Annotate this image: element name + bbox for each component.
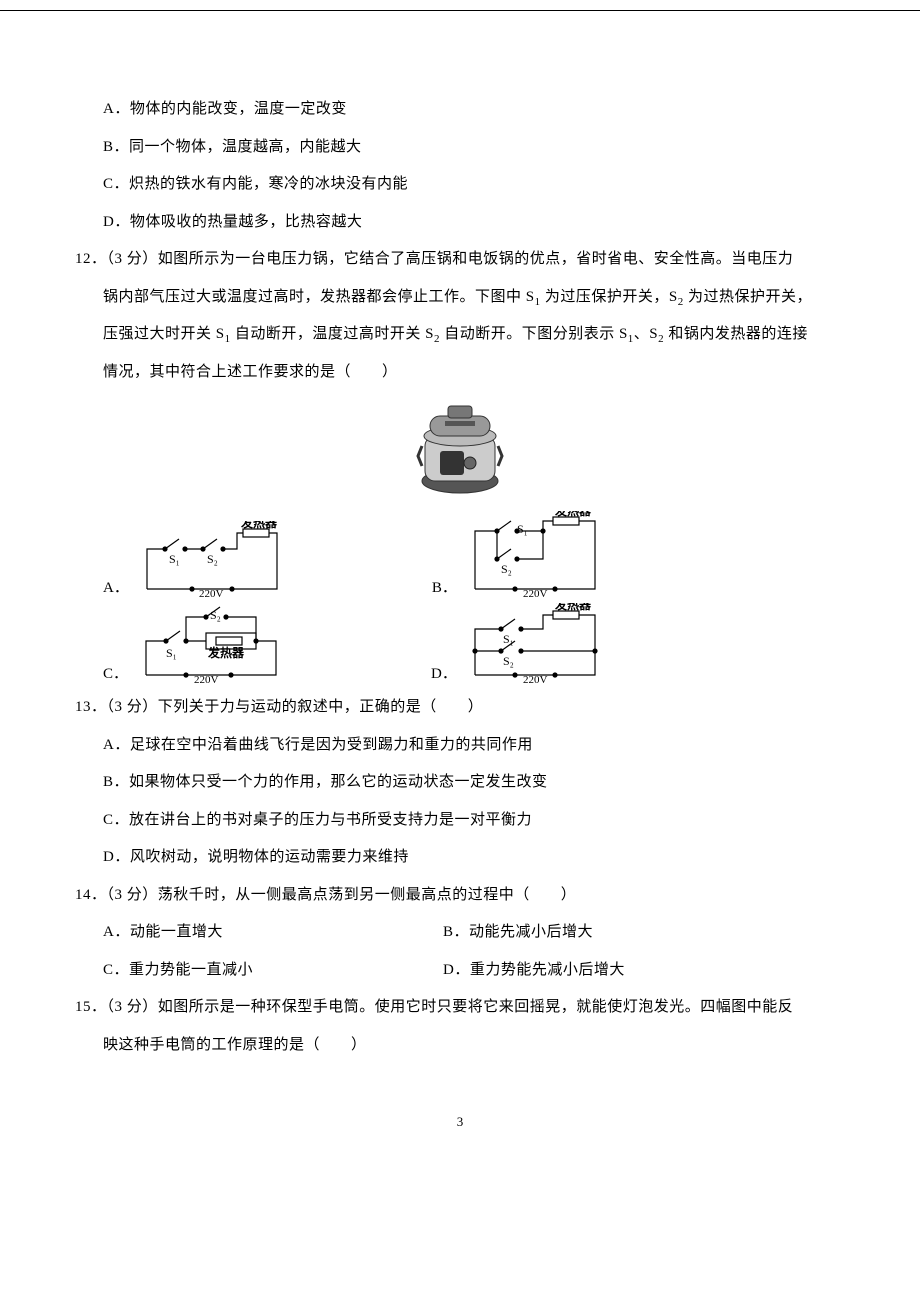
circuit-c-voltage: 220V: [194, 674, 219, 685]
circuit-b-heater: 发热器: [554, 511, 592, 518]
pressure-cooker-image: [75, 401, 845, 501]
q11-option-d: D．物体吸收的热量越多，比热容越大: [75, 204, 845, 242]
circuit-c-heater: 发热器: [207, 645, 245, 660]
q12-stem-line2: 锅内部气压过大或温度过高时，发热器都会停止工作。下图中 S1 为过压保护开关，S…: [75, 279, 845, 317]
q15-stem-line1: 15．（3 分）如图所示是一种环保型手电筒。使用它时只要将它来回摇晃，就能使灯泡…: [75, 989, 845, 1027]
q13-option-c: C．放在讲台上的书对桌子的压力与书所受支持力是一对平衡力: [75, 802, 845, 840]
q12-label-d: D．: [431, 662, 457, 683]
q11-option-c: C．炽热的铁水有内能，寒冷的冰块没有内能: [75, 166, 845, 204]
q14-option-b: B．动能先减小后增大: [443, 914, 845, 952]
q11-option-b: B．同一个物体，温度越高，内能越大: [75, 129, 845, 167]
circuit-d-heater: 发热器: [554, 603, 592, 612]
circuit-a-s1: S₁: [169, 552, 180, 566]
circuit-a-s2: S₂: [207, 552, 218, 566]
q12-l2-c: 为过热保护开关，: [684, 289, 812, 305]
q14-option-c: C．重力势能一直减小: [103, 952, 443, 990]
q12-stem-line1: 12．（3 分）如图所示为一台电压力锅，它结合了高压锅和电饭锅的优点，省时省电、…: [75, 241, 845, 279]
circuit-b-s2: S₂: [501, 562, 512, 576]
circuit-d: S₁ S₂ 发热器 220V: [465, 603, 610, 685]
circuit-c-s1: S₁: [166, 646, 177, 660]
q12-circuits-row1: A． S₁ S₂ 发热器 220V B．: [75, 511, 845, 599]
q12-label-b: B．: [432, 576, 457, 597]
circuit-d-voltage: 220V: [523, 674, 548, 685]
circuit-c: S₁ S₂ 发热器 220V: [136, 603, 291, 685]
circuit-b-s1: S₁: [517, 522, 528, 536]
q14-option-d: D．重力势能先减小后增大: [443, 952, 845, 990]
q15-stem-line2: 映这种手电筒的工作原理的是（ ）: [75, 1027, 845, 1065]
circuit-a: S₁ S₂ 发热器 220V: [137, 521, 292, 599]
q12-stem-line4: 情况，其中符合上述工作要求的是（ ）: [75, 354, 845, 392]
circuit-d-s2: S₂: [503, 654, 514, 668]
q13-stem: 13．（3 分）下列关于力与运动的叙述中，正确的是（ ）: [75, 689, 845, 727]
q13-option-a: A．足球在空中沿着曲线飞行是因为受到踢力和重力的共同作用: [75, 727, 845, 765]
circuit-d-s1: S₁: [503, 632, 514, 646]
q12-l2-a: 锅内部气压过大或温度过高时，发热器都会停止工作。下图中 S: [103, 289, 535, 305]
q12-circuits-row2: C． S₁ S₂ 发热器: [75, 603, 845, 685]
q12-l3-b: 自动断开，温度过高时开关 S: [231, 326, 434, 342]
q14-row2: C．重力势能一直减小 D．重力势能先减小后增大: [75, 952, 845, 990]
q14-stem: 14．（3 分）荡秋千时，从一侧最高点荡到另一侧最高点的过程中（ ）: [75, 877, 845, 915]
circuit-a-heater: 发热器: [240, 521, 278, 530]
circuit-c-s2: S₂: [210, 608, 221, 622]
q14-option-a: A．动能一直增大: [103, 914, 443, 952]
q13-option-b: B．如果物体只受一个力的作用，那么它的运动状态一定发生改变: [75, 764, 845, 802]
q12-label-c: C．: [103, 662, 128, 683]
q12-label-a: A．: [103, 576, 129, 597]
circuit-b-voltage: 220V: [523, 588, 548, 599]
q12-l3-c: 自动断开。下图分别表示 S: [440, 326, 628, 342]
q12-l3-a: 压强过大时开关 S: [103, 326, 225, 342]
circuit-b: S₁ S₂ 发热器 220V: [465, 511, 610, 599]
page-number: 3: [75, 1114, 845, 1130]
page-container: A．物体的内能改变，温度一定改变 B．同一个物体，温度越高，内能越大 C．炽热的…: [0, 10, 920, 1170]
q12-l3-d: 、S: [634, 326, 658, 342]
q12-stem-line3: 压强过大时开关 S1 自动断开，温度过高时开关 S2 自动断开。下图分别表示 S…: [75, 316, 845, 354]
circuit-a-voltage: 220V: [199, 588, 224, 599]
q14-row1: A．动能一直增大 B．动能先减小后增大: [75, 914, 845, 952]
q12-l2-b: 为过压保护开关，S: [541, 289, 678, 305]
q12-l3-e: 和锅内发热器的连接: [664, 326, 808, 342]
q13-option-d: D．风吹树动，说明物体的运动需要力来维持: [75, 839, 845, 877]
q11-option-a: A．物体的内能改变，温度一定改变: [75, 91, 845, 129]
